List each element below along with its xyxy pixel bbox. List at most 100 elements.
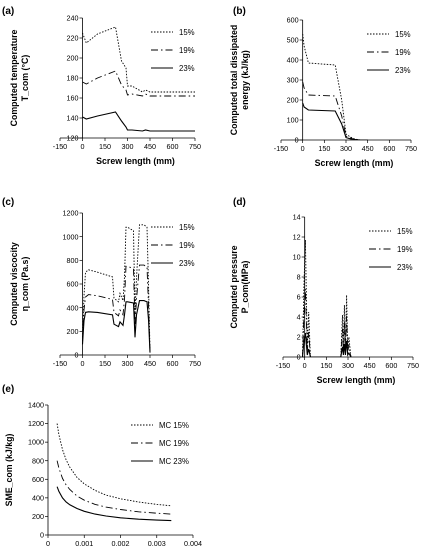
y-tick-label: 800 bbox=[67, 256, 79, 265]
x-tick-label: 450 bbox=[364, 361, 376, 370]
y-tick-label: 0 bbox=[295, 136, 299, 145]
x-tick-label: 150 bbox=[320, 361, 332, 370]
panel-label: (c) bbox=[2, 197, 14, 208]
y-axis-title: SME_com (kJ/kg) bbox=[4, 434, 14, 507]
chart-panel-2: (b) 0 100 200 300 400 500 600 -150 0 150 300 450 600 7… bbox=[229, 6, 417, 168]
x-tick-label: 150 bbox=[318, 144, 330, 153]
x-tick-label: 0.001 bbox=[75, 539, 93, 548]
x-tick-label: 0 bbox=[301, 144, 305, 153]
x-tick-label: 0 bbox=[46, 539, 50, 548]
chart-panel-4: (d) 0 2 4 6 8 10 12 14 -150 0 150 300 450 600 750 Screw … bbox=[229, 197, 419, 385]
y-tick-label: 4 bbox=[297, 313, 301, 322]
y-tick-label: 400 bbox=[67, 303, 79, 312]
legend-label: 19% bbox=[395, 48, 411, 57]
x-tick-label: 300 bbox=[122, 359, 134, 368]
y-tick-label: 160 bbox=[67, 94, 79, 103]
y-axis-title-line: SME_com (kJ/kg) bbox=[4, 434, 14, 507]
series-line-3 bbox=[302, 102, 368, 140]
y-tick-label: 200 bbox=[67, 327, 79, 336]
y-tick-label: 2 bbox=[297, 333, 301, 342]
x-tick-label: 750 bbox=[407, 361, 419, 370]
y-tick-label: 6 bbox=[297, 293, 301, 302]
y-axis-title: Computed pressureP_com(MPa) bbox=[229, 245, 250, 328]
x-tick-label: 450 bbox=[144, 359, 156, 368]
x-tick-label: 0.004 bbox=[184, 539, 202, 548]
y-axis-title-line: energy (kJ/kg) bbox=[240, 50, 250, 110]
series-line-3 bbox=[81, 300, 151, 353]
y-tick-label: 200 bbox=[32, 512, 44, 521]
x-tick-label: 0 bbox=[81, 142, 85, 151]
y-tick-label: 600 bbox=[32, 475, 44, 484]
x-tick-label: 300 bbox=[342, 361, 354, 370]
y-tick-label: 0 bbox=[40, 531, 44, 540]
y-tick-label: 300 bbox=[287, 76, 299, 85]
x-tick-label: 450 bbox=[362, 144, 374, 153]
series-line-1 bbox=[82, 26, 195, 93]
x-tick-label: -150 bbox=[53, 359, 67, 368]
y-tick-label: 200 bbox=[287, 96, 299, 105]
y-axis-title: Computed temperatureT_com (°C) bbox=[9, 30, 30, 127]
chart-panel-3: (c) 0 200 400 600 800 1000 1200 -150 0 150 300 450 60… bbox=[2, 197, 201, 368]
x-tick-label: -150 bbox=[274, 144, 288, 153]
y-tick-label: 1400 bbox=[28, 401, 44, 410]
y-axis-title-line: T_com (°C) bbox=[20, 55, 30, 102]
y-tick-label: 12 bbox=[293, 233, 301, 242]
y-axis-title: Computed total dissipatedenergy (kJ/kg) bbox=[229, 25, 250, 135]
y-tick-label: 500 bbox=[287, 36, 299, 45]
x-axis-title: Screw length (mm) bbox=[317, 375, 396, 385]
x-axis-title: Screw length (mm) bbox=[315, 158, 394, 168]
y-axis-title-line: Computed temperature bbox=[9, 30, 19, 127]
x-tick-label: -150 bbox=[53, 142, 67, 151]
legend-label: 19% bbox=[179, 46, 195, 55]
legend-label: 23% bbox=[179, 259, 195, 268]
y-tick-label: 8 bbox=[297, 273, 301, 282]
x-tick-label: 150 bbox=[99, 359, 111, 368]
legend-label: 15% bbox=[397, 227, 413, 236]
series-line-2 bbox=[302, 288, 352, 357]
series-line-1 bbox=[56, 423, 172, 507]
legend-label: 23% bbox=[397, 263, 413, 272]
panel-label: (e) bbox=[2, 384, 14, 395]
y-tick-label: 400 bbox=[287, 56, 299, 65]
legend-label: 23% bbox=[179, 64, 195, 73]
x-tick-label: 750 bbox=[405, 144, 417, 153]
x-tick-label: 0 bbox=[303, 361, 307, 370]
chart-panel-1: (a) 120 140 160 180 200 220 240 -150 0 150 300 450 60… bbox=[2, 6, 201, 166]
legend-label: 19% bbox=[179, 241, 195, 250]
x-tick-label: 750 bbox=[189, 359, 201, 368]
y-tick-label: 1000 bbox=[63, 232, 79, 241]
y-tick-label: 120 bbox=[67, 134, 79, 143]
x-axis-title: Screw length (mm) bbox=[96, 156, 175, 166]
legend-label: 23% bbox=[395, 66, 411, 75]
series-line-1 bbox=[82, 224, 151, 351]
x-tick-label: -150 bbox=[276, 361, 290, 370]
y-axis-title: Computed viscocityη_com (Pa.s) bbox=[9, 242, 30, 326]
legend-label: 15% bbox=[179, 28, 195, 37]
x-tick-label: 450 bbox=[144, 142, 156, 151]
x-tick-label: 600 bbox=[383, 144, 395, 153]
series-line-3 bbox=[56, 486, 172, 522]
y-tick-label: 600 bbox=[67, 280, 79, 289]
x-tick-label: 600 bbox=[167, 142, 179, 151]
legend-label: 15% bbox=[395, 30, 411, 39]
panel-label: (b) bbox=[233, 6, 246, 17]
y-tick-label: 800 bbox=[32, 456, 44, 465]
series-line-2 bbox=[82, 264, 151, 352]
x-tick-label: 0.002 bbox=[112, 539, 130, 548]
y-tick-label: 1200 bbox=[63, 209, 79, 218]
panel-label: (a) bbox=[2, 6, 14, 17]
series-line-2 bbox=[302, 81, 368, 140]
series-line-2 bbox=[82, 70, 195, 97]
panel-label: (d) bbox=[233, 197, 246, 208]
x-tick-label: 0 bbox=[81, 359, 85, 368]
y-axis-title-line: Computed pressure bbox=[229, 245, 239, 328]
legend-label: 19% bbox=[397, 245, 413, 254]
x-tick-label: 300 bbox=[340, 144, 352, 153]
x-tick-label: 600 bbox=[385, 361, 397, 370]
y-axis-title-line: η_com (Pa.s) bbox=[20, 257, 30, 312]
y-tick-label: 600 bbox=[287, 16, 299, 25]
series-line-3 bbox=[301, 332, 352, 357]
y-tick-label: 0 bbox=[297, 353, 301, 362]
